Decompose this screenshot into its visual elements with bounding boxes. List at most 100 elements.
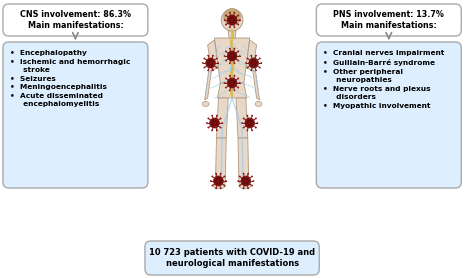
Circle shape [212,120,214,122]
Circle shape [247,187,249,189]
Circle shape [247,180,249,182]
Circle shape [220,180,222,182]
Ellipse shape [213,183,225,188]
Circle shape [210,180,212,182]
Circle shape [212,55,214,56]
Circle shape [251,130,253,131]
Circle shape [206,122,208,124]
Circle shape [211,115,213,116]
Circle shape [220,118,221,119]
Circle shape [237,14,239,16]
Circle shape [211,175,213,177]
Circle shape [234,63,235,64]
Circle shape [225,78,227,79]
Circle shape [255,118,257,119]
Circle shape [246,67,248,68]
Circle shape [239,19,241,21]
Polygon shape [253,70,260,100]
Circle shape [245,118,255,128]
Circle shape [255,55,257,56]
Polygon shape [246,40,256,70]
Circle shape [203,67,205,68]
Circle shape [216,178,218,180]
Circle shape [239,185,241,187]
Circle shape [227,51,237,61]
Circle shape [243,173,245,175]
Circle shape [229,55,230,57]
Circle shape [208,127,209,128]
Circle shape [211,64,213,66]
Circle shape [215,124,217,126]
Circle shape [216,122,218,124]
Circle shape [232,80,234,82]
Circle shape [224,19,226,21]
Circle shape [224,9,240,26]
Polygon shape [238,138,249,183]
Circle shape [250,55,252,56]
Circle shape [224,185,226,187]
Circle shape [251,115,253,116]
Circle shape [243,118,245,119]
Circle shape [230,53,232,55]
Circle shape [209,64,210,66]
Circle shape [211,60,213,62]
Circle shape [246,178,248,180]
Circle shape [216,182,218,184]
Circle shape [216,115,218,116]
Circle shape [212,62,214,64]
Circle shape [230,21,232,23]
Circle shape [234,55,236,57]
Circle shape [256,122,258,124]
Circle shape [215,187,217,189]
Circle shape [244,178,246,180]
Circle shape [225,60,227,61]
Circle shape [230,57,232,59]
Polygon shape [217,98,228,138]
Circle shape [206,58,216,68]
Circle shape [232,84,234,86]
Circle shape [243,180,244,182]
Circle shape [215,120,217,122]
Circle shape [241,122,243,124]
Circle shape [229,63,231,64]
Circle shape [234,90,235,91]
Circle shape [229,90,231,91]
Circle shape [227,15,237,25]
FancyBboxPatch shape [145,241,319,275]
Circle shape [225,24,227,26]
Circle shape [211,122,213,124]
Circle shape [237,78,239,79]
Polygon shape [216,138,226,183]
Circle shape [202,62,204,64]
Circle shape [252,60,253,62]
Circle shape [259,58,261,59]
Circle shape [203,58,205,59]
Circle shape [241,176,251,186]
Circle shape [254,64,256,66]
Polygon shape [218,83,247,98]
Polygon shape [228,31,236,38]
Circle shape [246,115,248,116]
Circle shape [215,180,217,182]
FancyBboxPatch shape [3,42,148,188]
Circle shape [207,62,209,64]
Circle shape [237,60,239,61]
Circle shape [229,48,231,49]
Circle shape [232,53,234,55]
Circle shape [247,120,249,122]
Circle shape [210,118,219,128]
Polygon shape [236,98,248,138]
Circle shape [246,130,248,131]
Circle shape [249,58,258,68]
Circle shape [211,185,213,187]
Circle shape [259,67,261,68]
Circle shape [227,78,237,88]
Circle shape [253,180,254,182]
Text: 10 723 patients with COVID-19 and
neurological manifestations: 10 723 patients with COVID-19 and neurol… [149,248,315,268]
Circle shape [232,57,234,59]
Circle shape [207,55,209,56]
Circle shape [208,118,209,119]
Circle shape [219,178,220,180]
Circle shape [220,173,222,175]
Circle shape [225,180,227,182]
